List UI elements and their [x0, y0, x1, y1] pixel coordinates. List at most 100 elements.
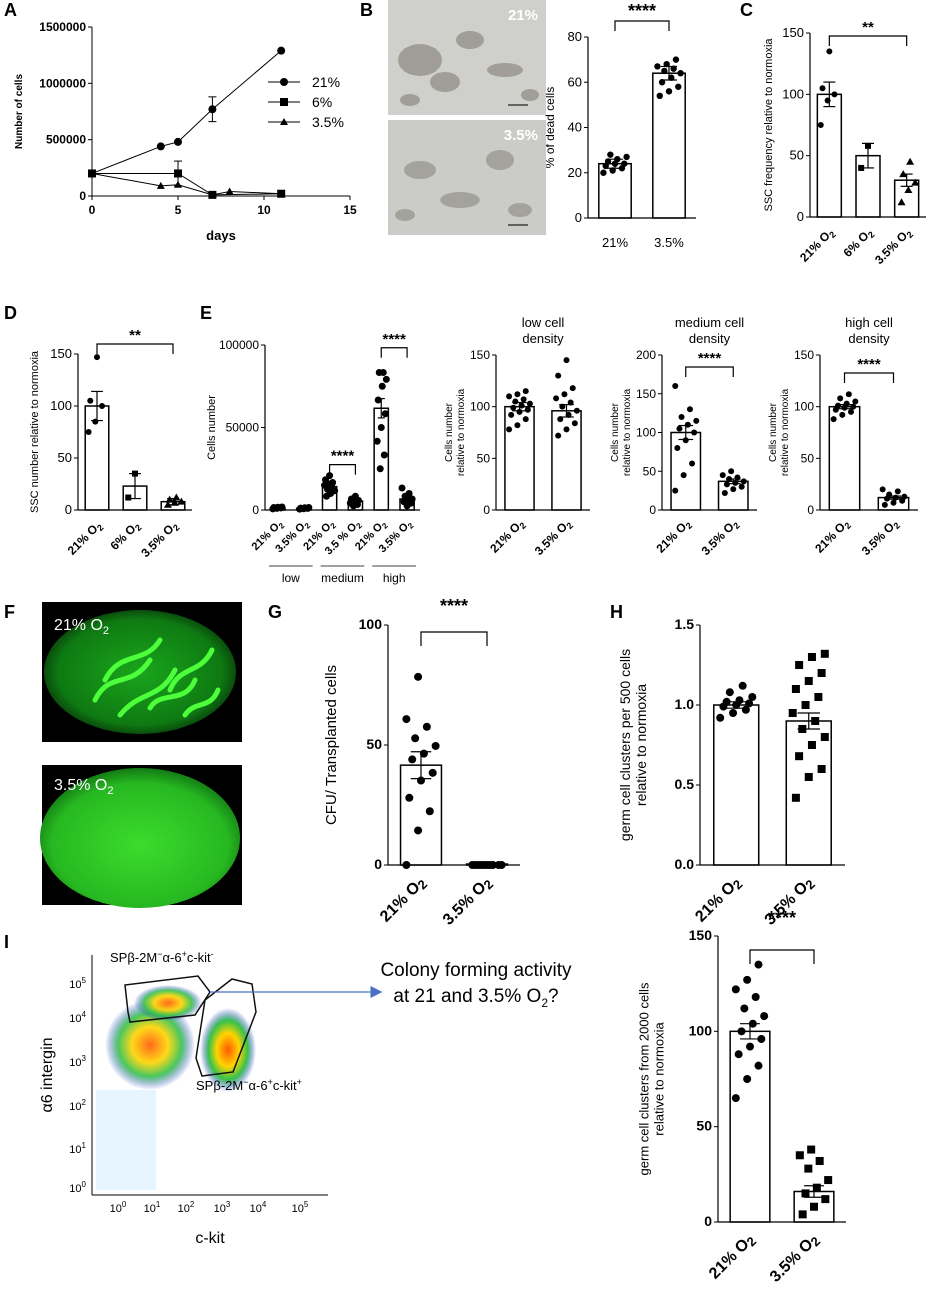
- y-tick-label: 0: [575, 210, 582, 225]
- y-axis-label: Cells number: [768, 402, 779, 462]
- data-point: [886, 491, 893, 498]
- significance-label: ****: [768, 908, 796, 928]
- data-point: [807, 741, 816, 749]
- chart-e-medium-density: 0 50 100 150 200 Cells number relative to norm…: [610, 315, 757, 558]
- data-point: [163, 500, 172, 508]
- y-axis-label: germ cell clusters from 2000 cells: [637, 982, 652, 1175]
- data-point: [830, 416, 837, 423]
- data-point: [497, 861, 506, 869]
- y-axis-label: germ cell clusters per 500 cells: [617, 649, 633, 841]
- y-tick-label: 0.0: [675, 856, 695, 872]
- data-point: [899, 170, 908, 178]
- y-tick-label: 0: [79, 189, 86, 203]
- y-tick-label: 50000: [226, 421, 260, 435]
- legend-marker: [280, 118, 288, 125]
- data-point: [791, 793, 800, 802]
- data-point: [132, 470, 138, 477]
- chart-h-germ-clusters-500: 0.0 0.5 1.0 1.5 germ cell clusters per 500 c…: [617, 616, 845, 929]
- data-point: [278, 503, 286, 511]
- category-label: 3.5% O2: [767, 1231, 823, 1287]
- x-tick-label: 5: [175, 203, 182, 217]
- data-point: [488, 861, 497, 869]
- y-axis-label: relative to normoxia: [622, 388, 633, 476]
- data-point: [329, 479, 337, 486]
- data-point: [506, 426, 513, 433]
- data-point: [798, 725, 807, 733]
- data-point: [722, 697, 731, 706]
- data-point: [826, 48, 833, 55]
- data-point: [820, 649, 829, 658]
- significance-bracket: [380, 347, 408, 358]
- data-point: [821, 1195, 830, 1204]
- y-tick-label: 0: [797, 209, 804, 224]
- series-line: [91, 50, 282, 174]
- x-axis-label: days: [206, 228, 236, 243]
- micrograph-label-3-5: 3.5%: [504, 127, 538, 144]
- question-line-2: at 21 and 3.5% O2?: [393, 986, 558, 1010]
- y-axis-label: Cells number: [206, 395, 218, 460]
- data-point: [663, 60, 670, 68]
- series-line: [91, 172, 282, 196]
- data-point: [740, 478, 747, 485]
- data-point: [686, 406, 693, 413]
- fluorescence-image-21: 21% O2: [42, 602, 242, 742]
- data-point: [820, 733, 829, 741]
- data-point: [734, 1050, 743, 1059]
- data-point: [425, 807, 434, 816]
- data-point: [716, 713, 725, 722]
- legend-marker: [280, 78, 288, 86]
- data-point: [751, 993, 760, 1002]
- data-point: [725, 688, 734, 697]
- data-point: [734, 474, 741, 481]
- data-point: [748, 1019, 757, 1028]
- data-point: [563, 426, 570, 433]
- data-point: [94, 354, 100, 361]
- data-point: [658, 79, 666, 86]
- data-point: [88, 169, 96, 177]
- data-point: [746, 1042, 754, 1051]
- data-point: [795, 661, 804, 669]
- data-point: [754, 1061, 763, 1070]
- data-point: [417, 776, 425, 785]
- data-point: [817, 669, 826, 677]
- data-point: [573, 407, 580, 414]
- data-point: [731, 985, 740, 994]
- data-point: [604, 158, 612, 165]
- chart-g-cfu: 0 50 100 CFU/ Transplanted cells 21% O2 3.5% …: [323, 596, 520, 929]
- data-point: [351, 492, 359, 500]
- y-axis-label: Number of cells: [14, 74, 25, 149]
- data-point: [691, 429, 698, 436]
- data-point: [405, 793, 414, 802]
- data-point: [405, 490, 413, 497]
- chart-d-ssc-number: 0 50 100 150 SSC number relative to normoxia…: [29, 327, 192, 561]
- y-tick-label: 500000: [46, 133, 86, 147]
- y-tick-label: 150: [782, 25, 804, 40]
- data-point: [524, 406, 531, 413]
- flow-x-tick-label: 101: [144, 1200, 161, 1215]
- y-tick-label: 0: [483, 503, 490, 517]
- data-point: [680, 472, 687, 479]
- data-point: [512, 398, 519, 405]
- data-point: [506, 393, 513, 400]
- data-point: [675, 83, 682, 90]
- data-point: [468, 861, 477, 869]
- significance-bracket: [614, 20, 670, 31]
- category-label: 3.5% O2: [138, 518, 181, 561]
- flow-xlabel: c-kit: [195, 1230, 225, 1247]
- data-point: [555, 372, 562, 379]
- data-point: [408, 495, 416, 503]
- data-point: [834, 402, 841, 409]
- data-point: [379, 369, 387, 376]
- data-point: [676, 425, 683, 432]
- flow-x-tick-label: 104: [250, 1200, 267, 1215]
- y-axis-label: SSC frequency relative to normoxia: [763, 38, 775, 212]
- data-point: [174, 137, 182, 146]
- data-point: [510, 404, 517, 411]
- category-label: 21% O2: [812, 516, 853, 557]
- bar: [729, 1030, 771, 1223]
- significance-label: **: [862, 19, 874, 36]
- data-point: [656, 92, 663, 100]
- data-point: [514, 391, 521, 398]
- data-point: [516, 408, 523, 415]
